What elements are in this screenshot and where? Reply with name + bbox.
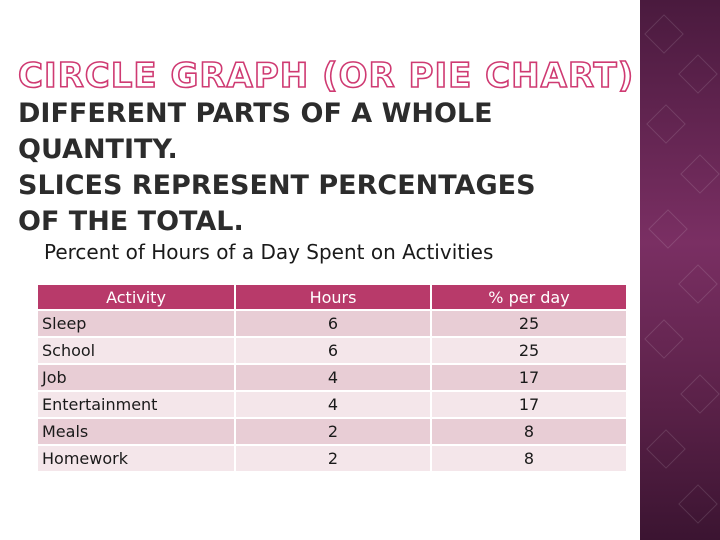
cell-percent: 8 (432, 419, 626, 444)
cell-activity: Meals (38, 419, 234, 444)
table-row: School 6 25 (38, 338, 626, 363)
cell-activity: Sleep (38, 311, 234, 336)
cell-percent: 17 (432, 392, 626, 417)
table-row: Entertainment 4 17 (38, 392, 626, 417)
cell-hours: 6 (236, 311, 430, 336)
cell-activity: Entertainment (38, 392, 234, 417)
header-hours: Hours (236, 285, 430, 309)
cell-hours: 4 (236, 365, 430, 390)
cell-activity: Job (38, 365, 234, 390)
cell-hours: 6 (236, 338, 430, 363)
cell-percent: 25 (432, 311, 626, 336)
slide-title: CIRCLE GRAPH (OR PIE CHART) (17, 55, 635, 97)
table-row: Job 4 17 (38, 365, 626, 390)
table-row: Sleep 6 25 (38, 311, 626, 336)
cell-activity: Homework (38, 446, 234, 471)
cell-activity: School (38, 338, 234, 363)
table-caption: Percent of Hours of a Day Spent on Activ… (44, 240, 494, 264)
header-activity: Activity (38, 285, 234, 309)
cell-hours: 2 (236, 419, 430, 444)
slide-subtitle: DIFFERENT PARTS OF A WHOLE QUANTITY. SLI… (18, 98, 536, 237)
table-row: Meals 2 8 (38, 419, 626, 444)
cell-hours: 4 (236, 392, 430, 417)
cell-hours: 2 (236, 446, 430, 471)
cell-percent: 17 (432, 365, 626, 390)
header-percent: % per day (432, 285, 626, 309)
activity-table: Activity Hours % per day Sleep 6 25 Scho… (36, 283, 628, 473)
table-row: Homework 2 8 (38, 446, 626, 471)
cell-percent: 25 (432, 338, 626, 363)
table-header-row: Activity Hours % per day (38, 285, 626, 309)
cell-percent: 8 (432, 446, 626, 471)
decorative-side-band (640, 0, 720, 540)
